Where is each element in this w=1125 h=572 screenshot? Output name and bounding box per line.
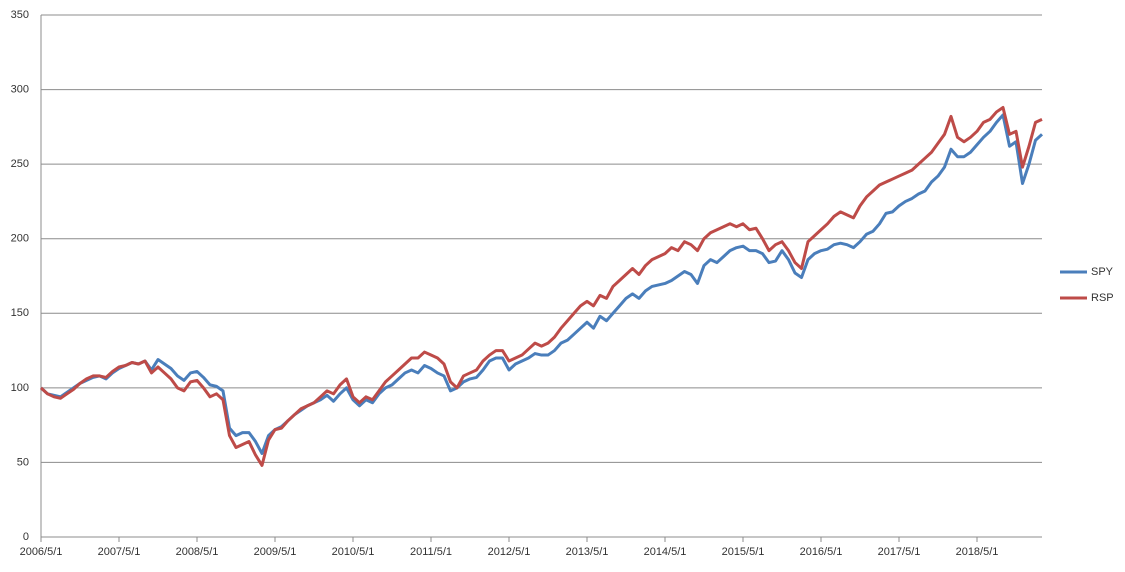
legend-label: SPY — [1091, 266, 1114, 278]
x-tick-label: 2008/5/1 — [176, 546, 219, 558]
y-tick-label: 150 — [11, 307, 29, 319]
y-tick-label: 50 — [17, 456, 29, 468]
x-tick-label: 2006/5/1 — [20, 546, 63, 558]
y-tick-label: 250 — [11, 158, 29, 170]
x-tick-label: 2013/5/1 — [566, 546, 609, 558]
x-tick-label: 2018/5/1 — [956, 546, 999, 558]
x-tick-label: 2012/5/1 — [488, 546, 531, 558]
y-tick-label: 100 — [11, 382, 29, 394]
y-tick-label: 300 — [11, 83, 29, 95]
series-line — [39, 105, 1043, 467]
legend-label: RSP — [1091, 292, 1114, 304]
x-tick-label: 2011/5/1 — [410, 546, 452, 558]
x-tick-label: 2007/5/1 — [98, 546, 141, 558]
y-tick-label: 200 — [11, 233, 29, 245]
series-line — [39, 113, 1044, 455]
x-tick-label: 2017/5/1 — [878, 546, 921, 558]
x-tick-label: 2014/5/1 — [644, 546, 687, 558]
x-tick-label: 2015/5/1 — [722, 546, 765, 558]
x-tick-label: 2009/5/1 — [254, 546, 297, 558]
y-tick-label: 0 — [23, 531, 29, 543]
x-tick-label: 2016/5/1 — [800, 546, 843, 558]
y-tick-label: 350 — [11, 9, 29, 21]
x-tick-label: 2010/5/1 — [332, 546, 375, 558]
